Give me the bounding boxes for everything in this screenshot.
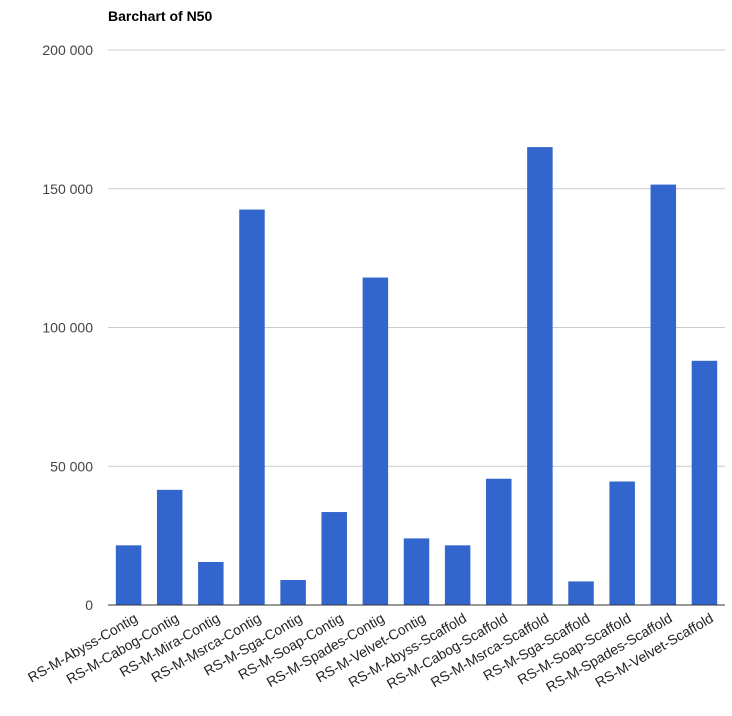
bar [239, 209, 265, 605]
bar [115, 545, 142, 605]
bar [486, 478, 512, 605]
bar [444, 545, 471, 605]
bar [609, 481, 635, 605]
y-axis-ticks: 0 50 000 100 000 150 000 200 000 [42, 42, 93, 613]
bar [156, 489, 183, 605]
y-tick-label: 200 000 [42, 42, 93, 58]
y-tick-label: 100 000 [42, 320, 93, 336]
bar [691, 360, 718, 605]
bar [568, 581, 594, 605]
bar [403, 538, 430, 605]
y-tick-label: 0 [85, 597, 93, 613]
bar [362, 277, 389, 605]
bar [198, 561, 224, 605]
bar [280, 580, 306, 605]
bar [527, 147, 553, 605]
y-tick-label: 50 000 [50, 458, 93, 474]
x-axis-labels: RS-M-Abyss-ContigRS-M-Cabog-ContigRS-M-M… [25, 610, 716, 695]
gridlines [108, 49, 725, 467]
chart-title: Barchart of N50 [108, 8, 212, 24]
bars [115, 147, 718, 605]
bar [650, 184, 677, 605]
bar [321, 512, 347, 605]
y-tick-label: 150 000 [42, 181, 93, 197]
